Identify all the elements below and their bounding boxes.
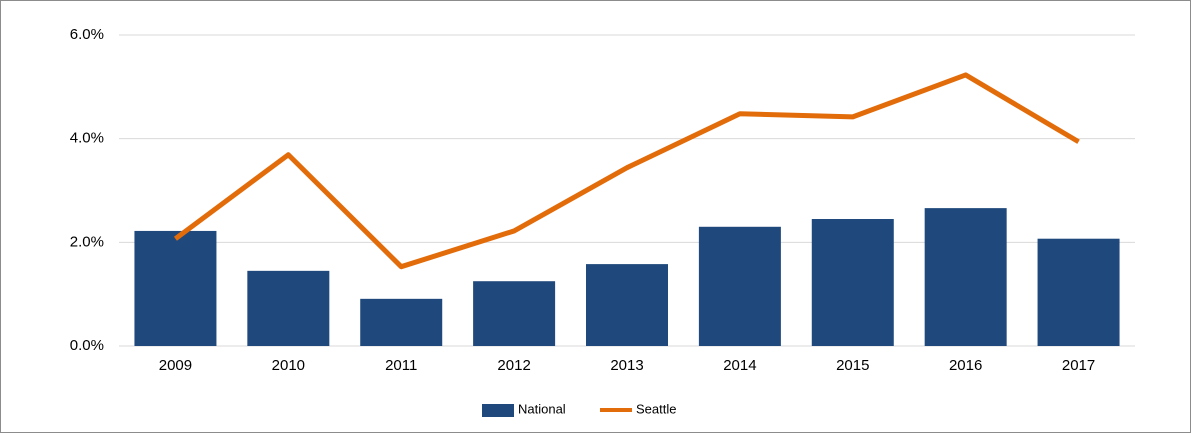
legend-label: Seattle	[636, 401, 676, 416]
x-tick-label: 2011	[385, 357, 417, 374]
legend-label: National	[518, 401, 566, 416]
bar	[473, 281, 556, 346]
y-tick-label: 6.0%	[70, 26, 104, 43]
x-tick-label: 2017	[1062, 357, 1095, 374]
bar	[811, 219, 894, 346]
x-tick-label: 2014	[723, 357, 756, 374]
bar	[924, 208, 1007, 346]
y-tick-label: 0.0%	[70, 337, 104, 354]
line	[173, 72, 1080, 270]
x-tick-label: 2012	[497, 357, 530, 374]
bar	[134, 230, 217, 346]
bar	[586, 264, 668, 346]
x-tick-label: 2009	[159, 357, 192, 374]
y-tick-label: 4.0%	[70, 130, 104, 147]
bar	[698, 226, 781, 346]
x-tick-label: 2016	[949, 357, 982, 374]
x-tick-label: 2010	[272, 357, 305, 374]
y-tick-label: 2.0%	[70, 233, 104, 250]
x-tick-label: 2015	[836, 357, 869, 374]
bar	[1037, 238, 1120, 346]
bar	[247, 270, 330, 346]
legend-swatch	[482, 404, 514, 417]
x-tick-label: 2013	[610, 357, 643, 374]
bar	[360, 298, 443, 346]
